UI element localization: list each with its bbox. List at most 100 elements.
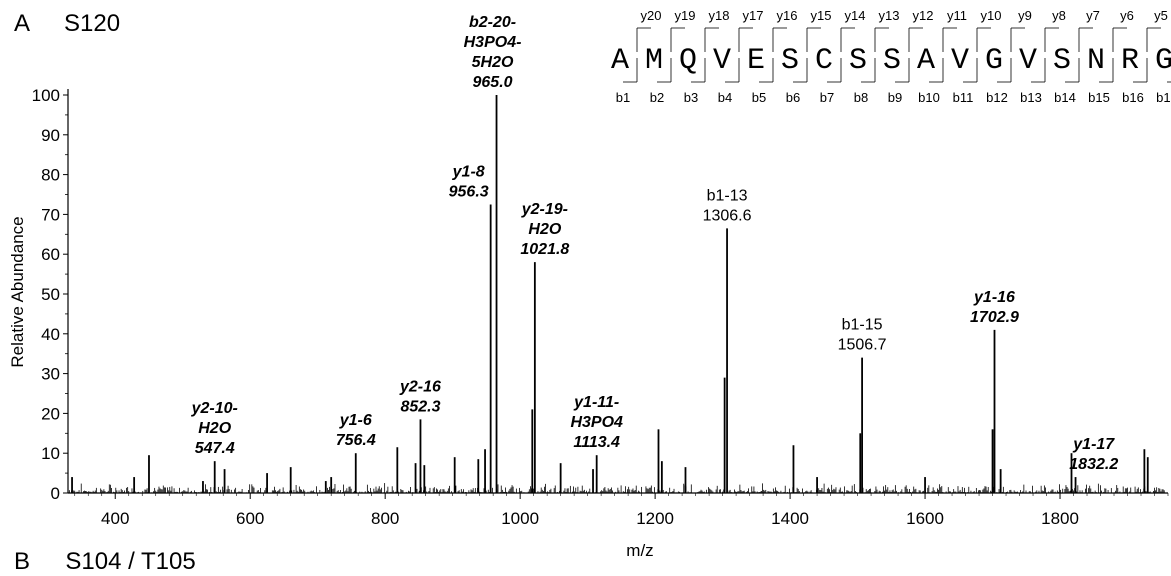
annotation-line: H2O xyxy=(198,420,231,437)
residue: V xyxy=(713,44,731,78)
y-ion-label: y9 xyxy=(1018,8,1032,23)
residue: A xyxy=(917,44,935,78)
b-ion-label: b16 xyxy=(1122,90,1144,105)
annotation-line: y2-16 xyxy=(399,378,441,395)
peak-annotations: y2-10- H2O 547.4 y1-6 756.4 y2-16 852.3 y1-8 956… xyxy=(191,14,1119,473)
x-tick-label: 400 xyxy=(101,509,129,528)
residue: S xyxy=(1053,44,1071,78)
residue: S xyxy=(849,44,867,78)
residue: C xyxy=(815,44,833,78)
annotation-line: 1506.7 xyxy=(838,337,887,354)
x-tick-label: 600 xyxy=(236,509,264,528)
b-ion-label: b10 xyxy=(918,90,940,105)
b-ion-label: b13 xyxy=(1020,90,1042,105)
annotation-line: 965.0 xyxy=(473,74,513,91)
y-ion-label: y15 xyxy=(811,8,832,23)
y-ion-label: y7 xyxy=(1086,8,1100,23)
y-ion-label: y6 xyxy=(1120,8,1134,23)
b-ion-label: b4 xyxy=(718,90,732,105)
y-tick-label: 50 xyxy=(41,285,60,304)
b-ion-label: b2 xyxy=(650,90,664,105)
y-ion-label: y11 xyxy=(947,8,967,23)
annotation-line: 956.3 xyxy=(449,183,489,200)
y-ion-label: y12 xyxy=(913,8,934,23)
panel-label: A S120 xyxy=(14,10,120,38)
y-tick-label: 60 xyxy=(41,245,60,264)
x-axis-label: m/z xyxy=(626,541,653,560)
x-tick-label: 1400 xyxy=(771,509,809,528)
annotation-line: b2-20- xyxy=(469,14,516,31)
axes: 0 10 20 30 40 50 60 70 80 90 100 400 600 800 1000 1200 1… xyxy=(32,86,1169,528)
annotation-line: y1-17 xyxy=(1072,436,1115,453)
annotation-line: y2-10- xyxy=(191,400,238,417)
annotation-line: y2-19- xyxy=(521,201,568,218)
residue: S xyxy=(883,44,901,78)
residue: Q xyxy=(679,44,697,78)
y-ion-label: y18 xyxy=(709,8,730,23)
b-ion-label: b7 xyxy=(820,90,834,105)
b-ion-label: b15 xyxy=(1088,90,1110,105)
b-ion-label: b3 xyxy=(684,90,698,105)
x-tick-label: 1800 xyxy=(1041,509,1079,528)
y-tick-label: 70 xyxy=(41,205,60,224)
annotation-line: H2O xyxy=(528,221,561,238)
b-ion-label: b17 xyxy=(1156,90,1171,105)
b-ion-label: b11 xyxy=(953,90,974,105)
peaks xyxy=(68,95,1165,493)
residue: R xyxy=(1121,44,1139,78)
annotation-line: y1-6 xyxy=(339,412,372,429)
y-tick-label: 20 xyxy=(41,404,60,423)
y-ion-label: y20 xyxy=(641,8,662,23)
residue: G xyxy=(985,44,1003,78)
annotation-line: y1-16 xyxy=(973,289,1015,306)
x-tick-label: 800 xyxy=(371,509,399,528)
residue: V xyxy=(951,44,969,78)
b-ion-label: b6 xyxy=(786,90,800,105)
b-ion-label: b9 xyxy=(888,90,902,105)
x-tick-label: 1000 xyxy=(501,509,539,528)
residue: E xyxy=(747,44,765,78)
y-ion-label: y16 xyxy=(777,8,798,23)
b-ion-label: b12 xyxy=(986,90,1008,105)
annotation-line: H3PO4- xyxy=(464,34,522,51)
annotation-line: 1832.2 xyxy=(1069,456,1118,473)
peptide-sequence: AMQVESCSSAVGVSNRGVSEK*y20y19y18y17y16y15… xyxy=(611,8,1171,105)
panel-letter: A xyxy=(14,10,29,37)
x-tick-label: 1600 xyxy=(906,509,944,528)
annotation-line: b1-13 xyxy=(707,187,748,204)
annotation-line: 1021.8 xyxy=(520,241,569,258)
y-ion-label: y19 xyxy=(675,8,696,23)
annotation-line: 1306.6 xyxy=(703,207,752,224)
annotation-line: 852.3 xyxy=(400,398,440,415)
y-ion-label: y10 xyxy=(981,8,1002,23)
residue: M xyxy=(645,44,663,78)
b-ion-label: b5 xyxy=(752,90,766,105)
residue: G xyxy=(1155,44,1171,78)
residue: N xyxy=(1087,44,1105,78)
y-tick-label: 100 xyxy=(32,86,60,105)
y-ion-label: y5 xyxy=(1154,8,1168,23)
y-tick-label: 40 xyxy=(41,325,60,344)
annotation-line: b1-15 xyxy=(842,317,883,334)
residue: V xyxy=(1019,44,1037,78)
b-ion-label: b1 xyxy=(616,90,630,105)
residue: A xyxy=(611,44,629,78)
annotation-line: 1113.4 xyxy=(573,434,620,451)
y-tick-label: 10 xyxy=(41,444,60,463)
y-ion-label: y17 xyxy=(743,8,764,23)
annotation-line: H3PO4 xyxy=(570,414,623,431)
annotation-line: 756.4 xyxy=(336,432,376,449)
b-ion-label: b8 xyxy=(854,90,868,105)
annotation-line: 5H2O xyxy=(472,54,514,71)
annotation-line: 1702.9 xyxy=(970,309,1019,326)
residue: S xyxy=(781,44,799,78)
y-ion-label: y13 xyxy=(879,8,900,23)
annotation-line: 547.4 xyxy=(195,440,235,457)
y-tick-label: 0 xyxy=(51,484,60,503)
panel-name: S120 xyxy=(64,10,121,37)
b-ion-label: b14 xyxy=(1054,90,1076,105)
y-ion-label: y8 xyxy=(1052,8,1066,23)
annotation-line: y1-8 xyxy=(452,163,485,180)
y-axis-label: Relative Abundance xyxy=(8,216,27,367)
